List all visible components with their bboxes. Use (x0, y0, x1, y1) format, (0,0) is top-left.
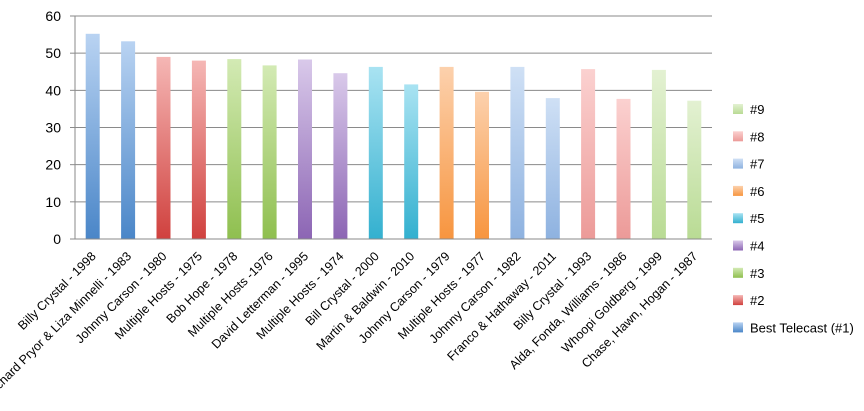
grid-lines (75, 15, 712, 203)
legend-swatch (733, 158, 743, 169)
bar (404, 84, 419, 240)
legend-label: #6 (750, 184, 764, 199)
legend-label: #7 (750, 157, 764, 172)
bar (156, 56, 171, 240)
y-tick-label: 40 (45, 82, 61, 98)
legend-label: #5 (750, 211, 764, 226)
legend-label: Best Telecast (#1) (750, 320, 854, 335)
bar (262, 65, 277, 240)
bar (581, 69, 596, 239)
legend-swatch (733, 322, 743, 333)
legend-label: #2 (750, 293, 764, 308)
legend-swatch (733, 295, 743, 306)
y-tick-label: 10 (45, 194, 61, 210)
legend-swatch (733, 104, 743, 114)
bar (121, 41, 136, 239)
bar (616, 98, 631, 240)
legend-label: #9 (750, 102, 764, 117)
legend: #9 #8 #7 #6 #5 #4 #3 #2 Best Telecast (#1) (733, 102, 854, 335)
legend-swatch (733, 240, 743, 251)
legend-swatch (733, 213, 743, 224)
bars (85, 33, 702, 240)
bar (687, 100, 702, 239)
y-tick-label: 50 (45, 45, 61, 61)
y-tick-label: 60 (45, 8, 61, 24)
legend-label: #4 (750, 239, 764, 254)
legend-swatch (733, 131, 743, 142)
legend-swatch (733, 185, 743, 196)
bar (651, 69, 666, 240)
bar (475, 91, 489, 239)
legend-swatch (733, 267, 743, 278)
legend-label: #8 (750, 129, 764, 144)
bar (510, 66, 525, 240)
bar (191, 60, 206, 239)
legend-label: #3 (750, 266, 764, 281)
bar (298, 59, 312, 239)
bar (333, 73, 348, 239)
bar (85, 33, 100, 239)
bar (545, 98, 560, 239)
bar (368, 66, 383, 240)
y-tick-label: 20 (45, 157, 61, 173)
y-tick-label: 30 (45, 120, 61, 136)
y-tick-label: 0 (53, 231, 61, 247)
bar (439, 66, 454, 240)
bar (227, 59, 242, 239)
